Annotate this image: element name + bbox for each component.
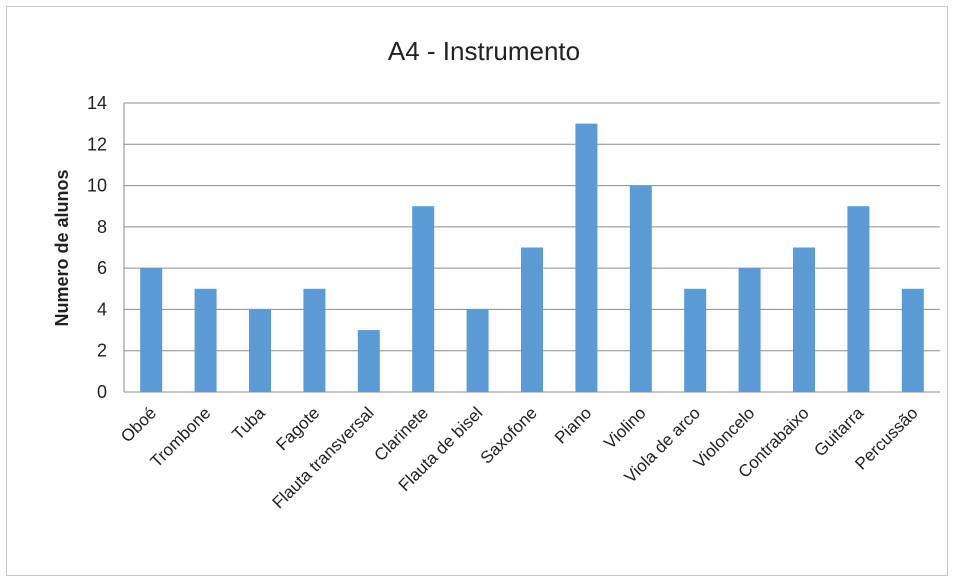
y-tick-label: 2 [97, 341, 107, 361]
bar [629, 185, 652, 392]
x-tick-label: Flauta transversal [269, 403, 378, 512]
y-tick-label: 4 [97, 299, 107, 319]
bar [847, 206, 870, 392]
y-tick-label: 12 [87, 134, 107, 154]
bar [357, 330, 380, 392]
bar [140, 268, 163, 392]
y-tick-label: 10 [87, 176, 107, 196]
x-tick-label: Tuba [228, 403, 269, 444]
y-tick-label: 0 [97, 382, 107, 402]
bar [901, 288, 924, 392]
x-tick-label: Saxofone [477, 403, 541, 467]
bar [194, 288, 217, 392]
chart-title: A4 - Instrumento [388, 36, 580, 66]
bars [140, 123, 924, 393]
y-axis-label: Numero de alunos [52, 169, 72, 326]
bar [466, 309, 489, 392]
x-tick-label: Trombone [147, 403, 215, 471]
bar [249, 309, 271, 392]
bar [303, 288, 326, 392]
x-tick-label: Oboé [117, 403, 160, 446]
bar [684, 288, 707, 392]
bar [521, 247, 543, 392]
y-axis-ticks: 0 2 4 6 8 10 12 14 [87, 93, 107, 402]
bar [793, 247, 815, 392]
bar [575, 123, 598, 393]
bar [412, 206, 435, 392]
bar [738, 268, 761, 392]
y-tick-label: 14 [87, 93, 107, 113]
x-tick-label: Violino [600, 403, 649, 452]
x-tick-label: Fagote [272, 403, 323, 454]
y-tick-label: 8 [97, 217, 107, 237]
y-tick-label: 6 [97, 258, 107, 278]
x-tick-label: Piano [551, 403, 595, 447]
chart-area [6, 6, 948, 576]
